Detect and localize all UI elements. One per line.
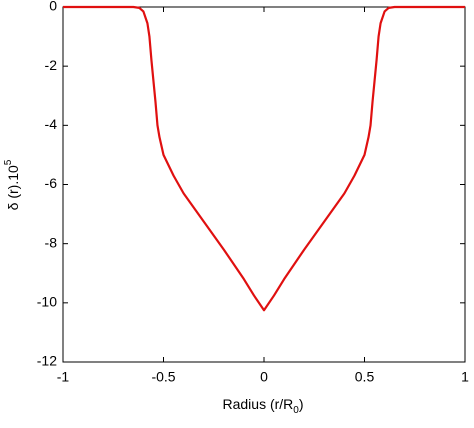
- x-tick-label: 0: [260, 369, 268, 385]
- data-line: [63, 5, 465, 312]
- y-tick-label: -4: [45, 116, 58, 132]
- y-tick-label: -2: [45, 57, 58, 73]
- y-tick-label: -6: [45, 175, 58, 191]
- y-label-part: δ (r).10: [5, 165, 21, 210]
- x-label-sub: 0: [293, 405, 299, 416]
- y-axis-label: δ (r).105: [3, 159, 21, 210]
- y-label-sup: 5: [3, 159, 14, 165]
- y-tick-label: -10: [37, 294, 57, 310]
- x-tick-label: -1: [57, 369, 70, 385]
- y-tick-label: -8: [45, 234, 58, 250]
- x-label-part: ): [299, 396, 304, 412]
- x-axis-label: Radius (r/R0): [222, 396, 303, 416]
- x-tick-label: 0.5: [355, 369, 375, 385]
- x-label-part: Radius (r/R: [222, 396, 293, 412]
- y-tick-label: -12: [37, 353, 57, 369]
- y-tick-label: 0: [49, 0, 57, 14]
- x-tick-label: 1: [461, 369, 469, 385]
- x-tick-label: -0.5: [151, 369, 175, 385]
